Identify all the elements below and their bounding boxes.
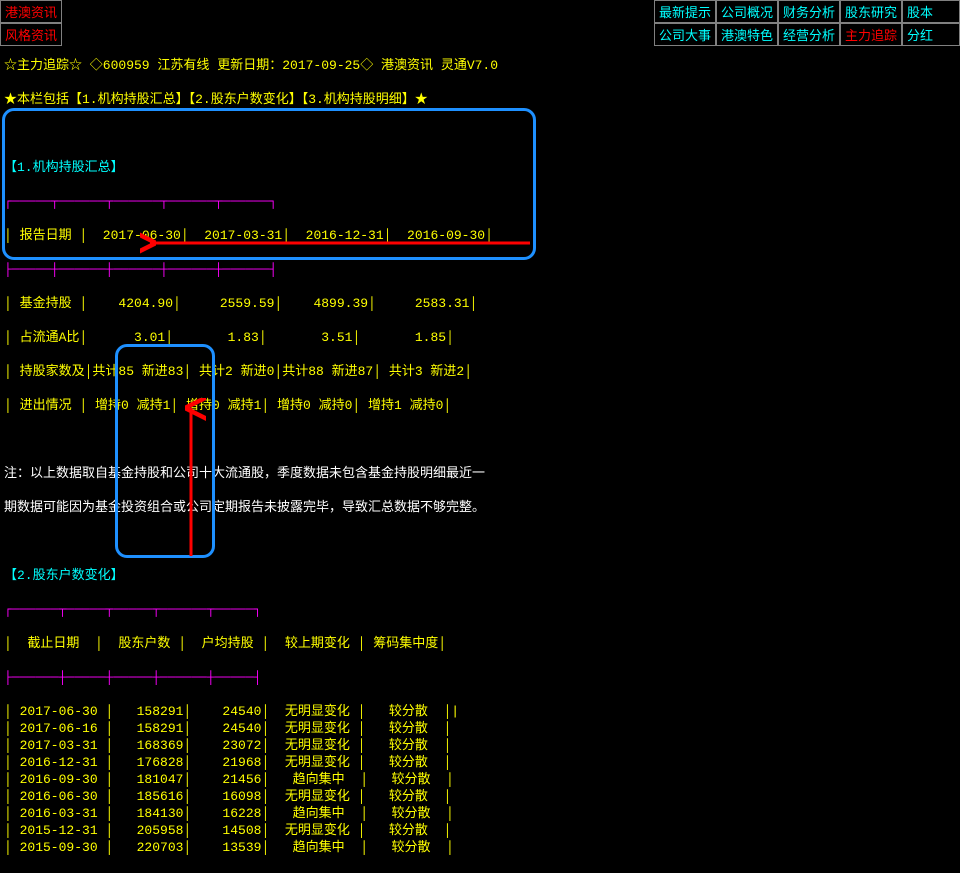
blank-2 xyxy=(4,431,956,448)
t2-top-div: ┌──────┬─────┬─────┬──────┬─────┐ xyxy=(4,601,956,618)
nav-item-0-2[interactable]: 财务分析 xyxy=(778,0,840,23)
note-line-1: 注：以上数据取自基金持股和公司十大流通股，季度数据未包含基金持股明细最近一 xyxy=(4,465,956,482)
note-line-2: 期数据可能因为基金投资组合或公司定期报告未披露完毕，导致汇总数据不够完整。 xyxy=(4,499,956,516)
nav-item-0-1[interactable]: 公司概况 xyxy=(716,0,778,23)
nav-item-0-4[interactable]: 股本 xyxy=(902,0,960,23)
t1-header: │ 报告日期 │ 2017-06-30│ 2017-03-31│ 2016-12… xyxy=(4,227,956,244)
t1-mid-div: ├─────┼──────┼──────┼──────┼──────┤ xyxy=(4,261,956,278)
section1-title: 【1.机构持股汇总】 xyxy=(4,159,956,176)
blank-3 xyxy=(4,533,956,550)
t2-row-8: │ 2015-09-30 │ 220703│ 13539│ 趋向集中 │ 较分散… xyxy=(4,839,956,856)
header-line-1: ☆主力追踪☆ ◇600959 江苏有线 更新日期：2017-09-25◇ 港澳资… xyxy=(4,57,956,74)
nav-item-0-3[interactable]: 股东研究 xyxy=(840,0,902,23)
t2-row-2: │ 2017-03-31 │ 168369│ 23072│ 无明显变化 │ 较分… xyxy=(4,737,956,754)
t2-row-7: │ 2015-12-31 │ 205958│ 14508│ 无明显变化 │ 较分… xyxy=(4,822,956,839)
t2-row-0: │ 2017-06-30 │ 158291│ 24540│ 无明显变化 │ 较分… xyxy=(4,703,956,720)
header-line-2: ★本栏包括【1.机构持股汇总】【2.股东户数变化】【3.机构持股明细】★ xyxy=(4,91,956,108)
left-tab-1[interactable]: 港澳资讯 xyxy=(0,0,62,23)
t1-top-div: ┌─────┬──────┬──────┬──────┬──────┐ xyxy=(4,193,956,210)
t2-rows: │ 2017-06-30 │ 158291│ 24540│ 无明显变化 │ 较分… xyxy=(4,703,956,856)
section2-title: 【2.股东户数变化】 xyxy=(4,567,956,584)
t2-row-6: │ 2016-03-31 │ 184130│ 16228│ 趋向集中 │ 较分散… xyxy=(4,805,956,822)
t2-row-1: │ 2017-06-16 │ 158291│ 24540│ 无明显变化 │ 较分… xyxy=(4,720,956,737)
t2-row-4: │ 2016-09-30 │ 181047│ 21456│ 趋向集中 │ 较分散… xyxy=(4,771,956,788)
t2-mid-div: ├──────┼─────┼─────┼──────┼─────┤ xyxy=(4,669,956,686)
nav-item-0-0[interactable]: 最新提示 xyxy=(654,0,716,23)
content-area: ☆主力追踪☆ ◇600959 江苏有线 更新日期：2017-09-25◇ 港澳资… xyxy=(4,40,956,873)
t1-row4: │ 进出情况 │ 增持0 减持1│ 增持0 减持1│ 增持0 减持0│ 增持1 … xyxy=(4,397,956,414)
t1-row3: │ 持股家数及│共计85 新进83│ 共计2 新进0│共计88 新进87│ 共计… xyxy=(4,363,956,380)
blank-1 xyxy=(4,125,956,142)
t2-header: │ 截止日期 │ 股东户数 │ 户均持股 │ 较上期变化 │ 筹码集中度│ xyxy=(4,635,956,652)
t1-row1: │ 基金持股 │ 4204.90│ 2559.59│ 4899.39│ 2583… xyxy=(4,295,956,312)
t2-row-3: │ 2016-12-31 │ 176828│ 21968│ 无明显变化 │ 较分… xyxy=(4,754,956,771)
nav-row-1: 最新提示公司概况财务分析股东研究股本 xyxy=(654,0,960,23)
t2-row-5: │ 2016-06-30 │ 185616│ 16098│ 无明显变化 │ 较分… xyxy=(4,788,956,805)
t1-row2: │ 占流通A比│ 3.01│ 1.83│ 3.51│ 1.85│ xyxy=(4,329,956,346)
